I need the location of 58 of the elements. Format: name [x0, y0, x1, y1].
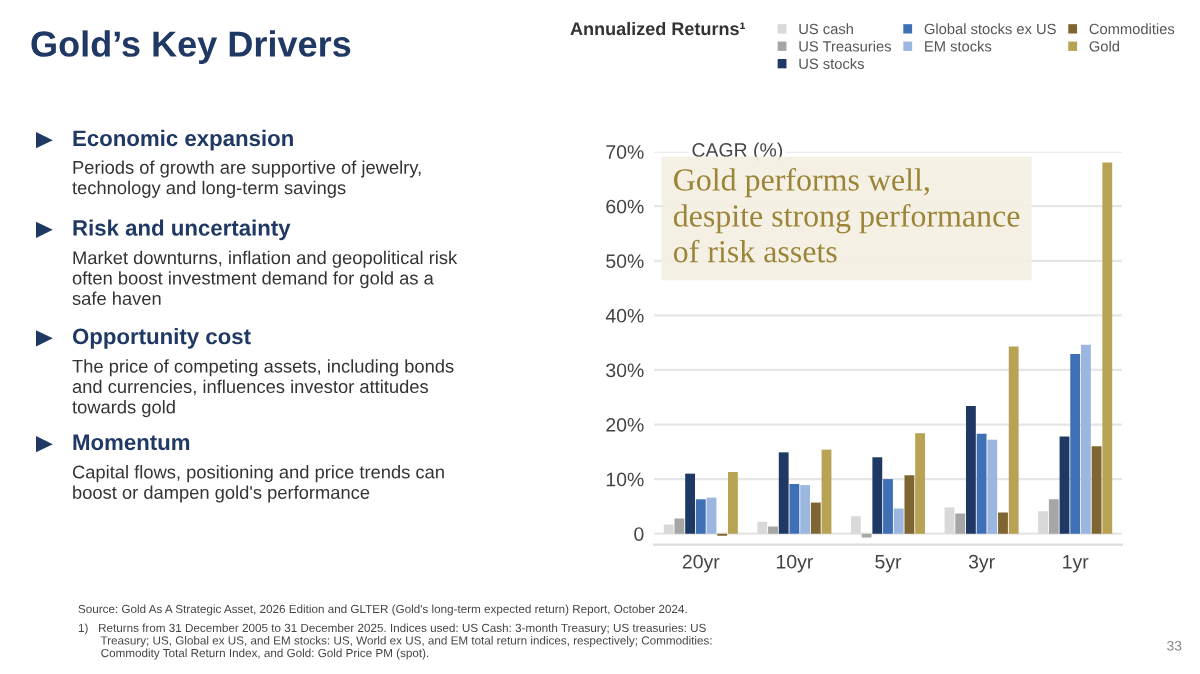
text: Periods of growth are supportive of jewelry, technology and long-term savings — [72, 160, 421, 198]
y-tick-label: 0 — [634, 527, 644, 541]
bar — [663, 524, 674, 534]
annotation: Gold performs well, despite strong performance of risk assets — [673, 167, 1020, 263]
bar — [850, 516, 861, 534]
text: Economic expansion — [73, 129, 293, 151]
text: Opportunity cost — [72, 327, 251, 349]
bar — [1070, 354, 1081, 534]
bar — [872, 457, 883, 534]
y-tick-label: 20% — [606, 417, 644, 432]
x-tick-label: 10yr — [776, 554, 813, 573]
bar — [789, 484, 800, 534]
bar — [1059, 436, 1070, 534]
bar — [955, 513, 966, 534]
y-tick-label: 70% — [606, 145, 644, 159]
bar — [727, 472, 738, 534]
bar — [976, 433, 987, 534]
y-tick-label: 40% — [605, 308, 644, 323]
bar — [685, 473, 696, 534]
bar — [1102, 162, 1113, 534]
bar — [1038, 511, 1049, 534]
text: Risk and uncertainty — [73, 219, 291, 241]
bar — [674, 518, 685, 534]
bar — [768, 526, 778, 534]
bar — [778, 452, 789, 534]
bar — [757, 521, 768, 534]
bar — [695, 499, 706, 534]
text: The price of competing assets, including bonds and currencies, influences investor attitudes towards gold — [72, 359, 454, 418]
bar — [904, 475, 915, 534]
bar — [821, 449, 832, 534]
bar — [1048, 499, 1059, 534]
text: Market downturns, inflation and geopolitical risk often boost investment demand for gold as a safe haven — [72, 250, 458, 306]
x-tick-label: 1yr — [1063, 555, 1089, 573]
bar — [800, 485, 811, 534]
x-tick-label: 3yr — [968, 554, 995, 573]
x-tick-label: 20yr — [682, 554, 720, 573]
bar — [883, 479, 893, 534]
bar — [987, 439, 998, 534]
text: Gold’s Key Drivers — [31, 30, 351, 65]
bar — [810, 502, 821, 534]
bar — [998, 512, 1008, 534]
x-tick-label: 5yr — [875, 555, 902, 573]
text: Momentum — [73, 434, 190, 451]
y-axis-title: CAGR (%) — [692, 142, 783, 161]
text: Capital flows, positioning and price trends can boost or dampen gold's performance — [72, 465, 444, 503]
bar — [965, 405, 976, 534]
bar — [1080, 344, 1091, 534]
chart-subtitle: Annualized Returns¹ — [570, 21, 745, 36]
y-tick-label: 10% — [606, 472, 644, 487]
bar — [1008, 346, 1019, 534]
bar — [944, 507, 955, 534]
bar — [893, 508, 904, 534]
y-tick-label: 50% — [606, 254, 644, 269]
bar — [1091, 446, 1102, 534]
bar — [706, 497, 717, 534]
bar — [915, 433, 926, 534]
y-tick-label: 30% — [606, 363, 644, 378]
y-tick-label: 60% — [606, 199, 644, 214]
